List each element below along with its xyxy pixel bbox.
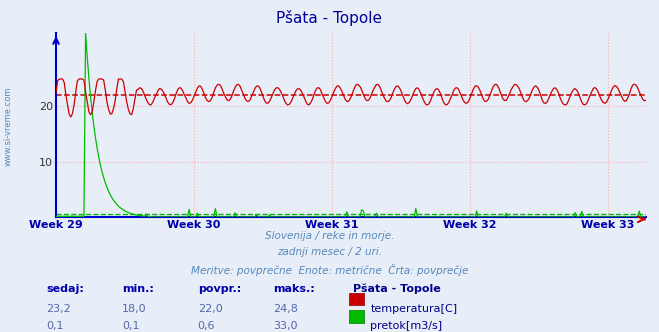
Text: 18,0: 18,0: [122, 304, 146, 314]
Text: sedaj:: sedaj:: [46, 284, 84, 294]
Text: povpr.:: povpr.:: [198, 284, 241, 294]
Text: Meritve: povprečne  Enote: metrične  Črta: povprečje: Meritve: povprečne Enote: metrične Črta:…: [191, 264, 468, 276]
Text: 22,0: 22,0: [198, 304, 223, 314]
Text: zadnji mesec / 2 uri.: zadnji mesec / 2 uri.: [277, 247, 382, 257]
Text: 33,0: 33,0: [273, 321, 298, 331]
Text: maks.:: maks.:: [273, 284, 315, 294]
Text: temperatura[C]: temperatura[C]: [370, 304, 457, 314]
Text: min.:: min.:: [122, 284, 154, 294]
Text: 0,1: 0,1: [122, 321, 140, 331]
Text: Pšata - Topole: Pšata - Topole: [277, 10, 382, 26]
Text: Pšata - Topole: Pšata - Topole: [353, 284, 440, 294]
Text: 0,6: 0,6: [198, 321, 215, 331]
Text: 0,1: 0,1: [46, 321, 64, 331]
Text: 24,8: 24,8: [273, 304, 299, 314]
Text: www.si-vreme.com: www.si-vreme.com: [3, 86, 13, 166]
Text: pretok[m3/s]: pretok[m3/s]: [370, 321, 442, 331]
Text: 23,2: 23,2: [46, 304, 71, 314]
Text: Slovenija / reke in morje.: Slovenija / reke in morje.: [265, 231, 394, 241]
